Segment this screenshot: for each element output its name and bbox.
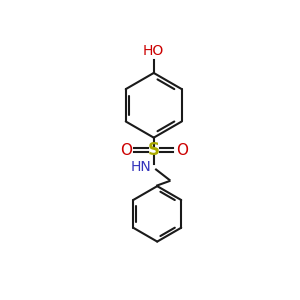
Text: O: O <box>120 143 132 158</box>
Text: HO: HO <box>143 44 164 58</box>
Text: O: O <box>176 143 188 158</box>
Text: S: S <box>148 141 160 159</box>
Text: HN: HN <box>131 160 152 173</box>
